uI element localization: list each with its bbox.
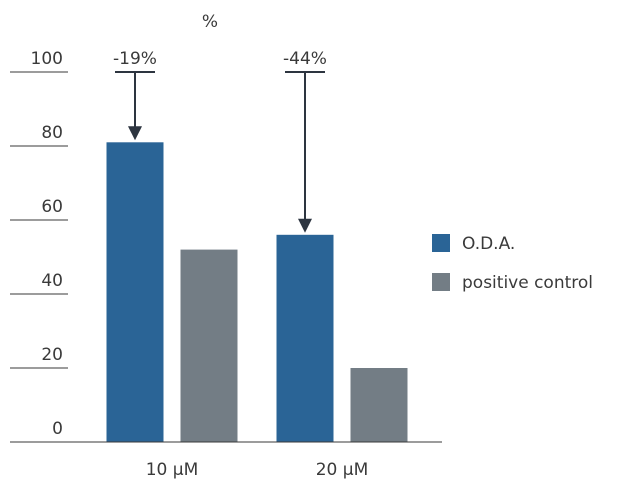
annotation-arrow-head: [128, 126, 142, 141]
legend-swatch: [432, 273, 450, 291]
y-tick-label: 80: [41, 123, 63, 143]
bar: [106, 142, 164, 443]
bar: [180, 249, 238, 442]
annotations: -19% -44%: [113, 49, 327, 233]
y-tick-label: 40: [41, 271, 63, 291]
annotation-arrow-head: [298, 218, 312, 233]
y-tick-label: 100: [31, 49, 63, 69]
y-tick-label: 60: [41, 197, 63, 217]
legend: O.D.A. positive control: [432, 234, 593, 293]
y-axis-ticks: 0 20 40 60 80 100: [10, 49, 68, 439]
legend-label: O.D.A.: [462, 234, 515, 254]
y-tick-label: 0: [52, 419, 63, 439]
x-axis-category-labels: 10 µM 20 µM: [146, 460, 369, 480]
x-category-label: 10 µM: [146, 460, 199, 480]
y-axis-unit-label: %: [202, 12, 218, 32]
bar: [350, 368, 408, 442]
y-tick-label: 20: [41, 345, 63, 365]
bar: [276, 234, 334, 442]
annotation-label: -19%: [113, 49, 157, 69]
legend-swatch: [432, 234, 450, 252]
x-category-label: 20 µM: [316, 460, 369, 480]
legend-label: positive control: [462, 273, 593, 293]
annotation-label: -44%: [283, 49, 327, 69]
bars: [106, 142, 408, 443]
